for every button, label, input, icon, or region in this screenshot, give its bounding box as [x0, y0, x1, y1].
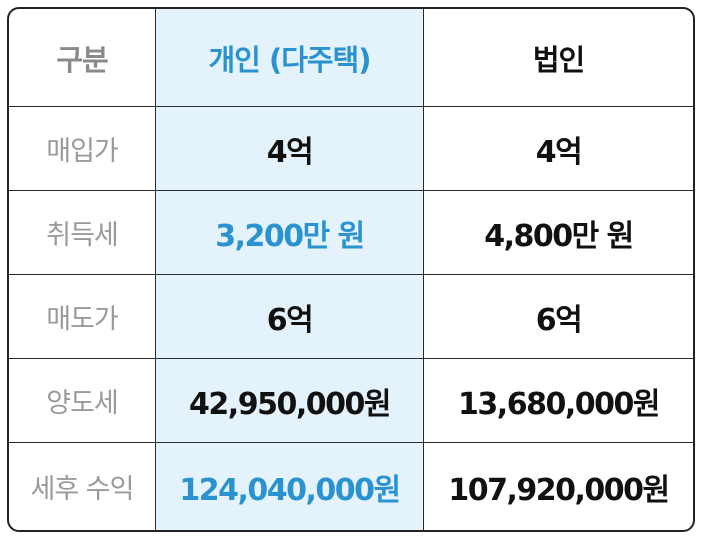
- sale-price-corporate: 6억: [535, 302, 583, 338]
- row-label-purchase-price: 매입가: [46, 136, 119, 167]
- row-label-cell: 세후 수익: [9, 443, 156, 530]
- after-tax-profit-individual: 124,040,000원: [179, 472, 401, 508]
- row-label-cell: 매도가: [9, 275, 156, 359]
- row-label-cell: 매입가: [9, 107, 156, 191]
- row-label-after-tax-profit: 세후 수익: [30, 474, 135, 505]
- acquisition-tax-corporate: 4,800만 원: [484, 218, 634, 254]
- purchase-price-corporate: 4억: [535, 134, 583, 170]
- row-label-capital-gains-tax: 양도세: [46, 388, 119, 419]
- capital-gains-tax-individual: 42,950,000원: [189, 386, 391, 422]
- comparison-table: 구분 개인 (다주택) 법인 매입가 4억 4억 취득세 3,200만 원 4,…: [7, 7, 695, 532]
- table-cell: 4억: [424, 107, 693, 191]
- row-label-acquisition-tax: 취득세: [46, 220, 119, 251]
- acquisition-tax-individual: 3,200만 원: [215, 218, 365, 254]
- row-label-sale-price: 매도가: [46, 304, 119, 335]
- after-tax-profit-corporate: 107,920,000원: [448, 472, 670, 508]
- table-cell: 124,040,000원: [156, 443, 424, 530]
- individual-column-highlight: [156, 9, 424, 530]
- table-cell: 13,680,000원: [424, 359, 693, 443]
- header-category-label: 구분: [56, 42, 108, 77]
- sale-price-individual: 6억: [266, 302, 314, 338]
- header-corporate: 법인: [424, 9, 693, 107]
- table-cell: 4,800만 원: [424, 191, 693, 275]
- capital-gains-tax-corporate: 13,680,000원: [458, 386, 660, 422]
- table-cell: 6억: [424, 275, 693, 359]
- header-corporate-label: 법인: [532, 42, 585, 77]
- table-cell: 4억: [156, 107, 424, 191]
- table-cell: 42,950,000원: [156, 359, 424, 443]
- table-cell: 107,920,000원: [424, 443, 693, 530]
- purchase-price-individual: 4억: [266, 134, 314, 170]
- table-cell: 6억: [156, 275, 424, 359]
- row-label-cell: 양도세: [9, 359, 156, 443]
- table-cell: 3,200만 원: [156, 191, 424, 275]
- header-individual: 개인 (다주택): [156, 9, 424, 107]
- header-category: 구분: [9, 9, 156, 107]
- header-individual-label: 개인 (다주택): [208, 42, 371, 77]
- table-grid: 구분 개인 (다주택) 법인 매입가 4억 4억 취득세 3,200만 원 4,…: [9, 9, 693, 530]
- row-label-cell: 취득세: [9, 191, 156, 275]
